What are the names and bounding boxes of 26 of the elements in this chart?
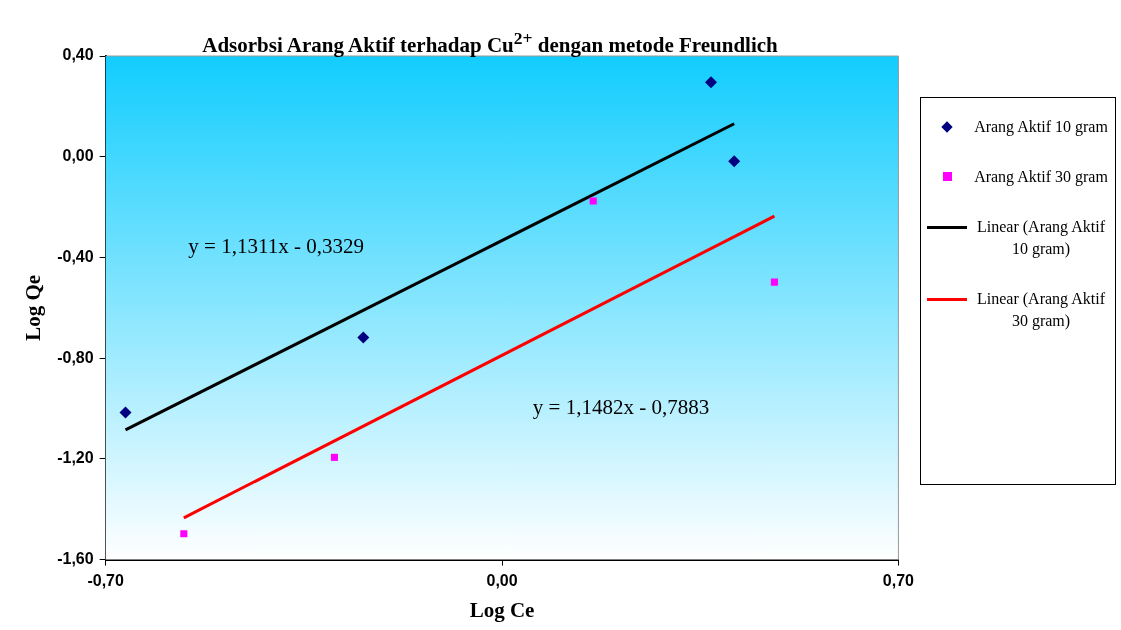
point	[119, 406, 132, 419]
annotation: y = 1,1311x - 0,3329	[188, 233, 364, 258]
legend-label: Arang Aktif 30 gram	[973, 167, 1109, 188]
y-tick-label: 0,00	[62, 147, 94, 165]
y-tick-label: 0,40	[62, 46, 94, 64]
x-tick-label: 0,00	[486, 571, 518, 589]
legend-label: Linear (Arang Aktif 30 gram)	[976, 289, 1106, 332]
y-tick-label: -0,80	[57, 348, 94, 366]
point	[728, 155, 741, 168]
point	[330, 453, 338, 461]
point	[589, 197, 597, 205]
point	[180, 530, 188, 538]
legend-label: Arang Aktif 10 gram	[973, 117, 1109, 138]
y-tick-label: -0,40	[57, 247, 94, 265]
legend-label: Linear (Arang Aktif 10 gram)	[976, 217, 1106, 260]
x-axis-title: Log Ce	[469, 597, 535, 622]
x-tick-label: -0,70	[87, 571, 124, 589]
annotation: y = 1,1482x - 0,7883	[532, 395, 710, 420]
chart-title: Adsorbsi Arang Aktif terhadap Cu$^{2+}$ dengan metode Freundlich	[202, 28, 778, 57]
point	[770, 278, 778, 286]
y-tick-label: -1,20	[57, 449, 94, 467]
x-tick-label: 0,70	[882, 571, 915, 589]
point	[357, 331, 370, 344]
y-tick-label: -1,60	[57, 550, 94, 568]
y-axis-title: Log Qe	[21, 274, 46, 341]
point	[705, 76, 717, 89]
